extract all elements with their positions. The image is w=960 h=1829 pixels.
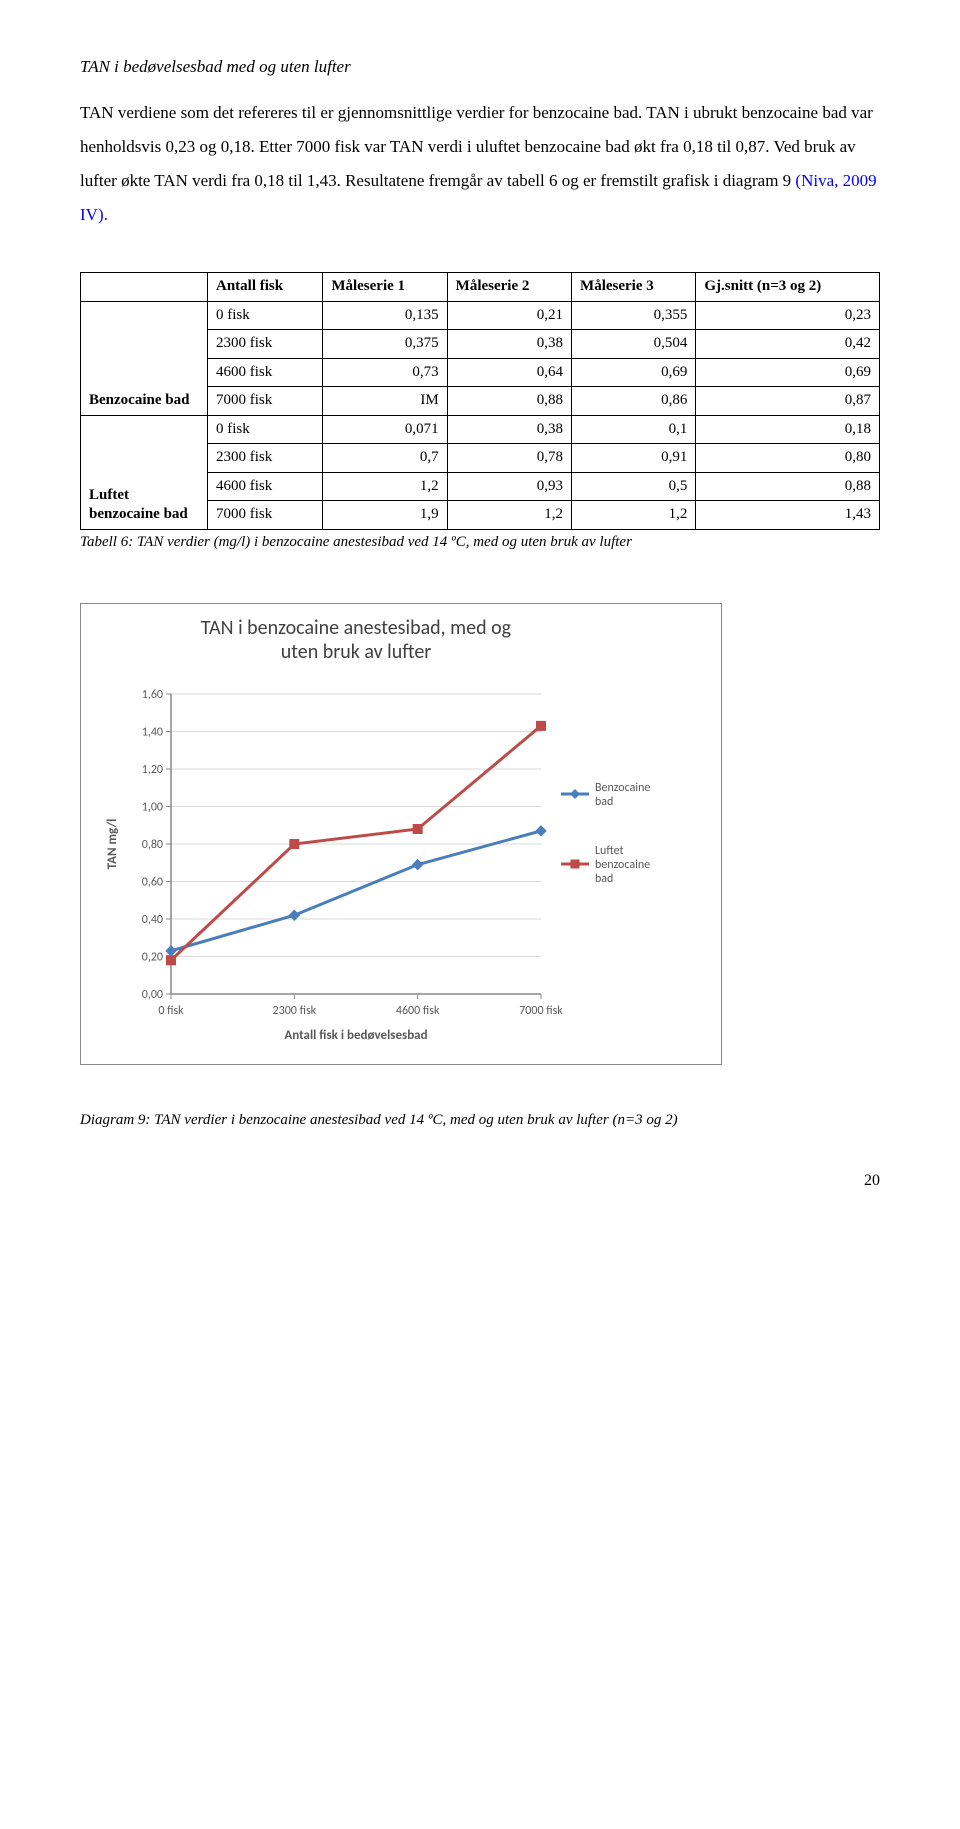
svg-text:bad: bad [595, 872, 613, 886]
table-cell: 1,2 [323, 472, 447, 501]
svg-text:bad: bad [595, 795, 613, 809]
svg-text:benzocaine: benzocaine [595, 858, 650, 872]
table-row: Luftet benzocaine bad0 fisk0,0710,380,10… [81, 415, 880, 444]
table-cell: 0 fisk [208, 301, 323, 330]
table-cell: 0,38 [447, 330, 571, 359]
table-cell: 0,071 [323, 415, 447, 444]
diagram-caption: Diagram 9: TAN verdier i benzocaine anes… [80, 1105, 880, 1135]
table-caption: Tabell 6: TAN verdier (mg/l) i benzocain… [80, 532, 880, 553]
table-cell: 0,7 [323, 444, 447, 473]
svg-text:2300 fisk: 2300 fisk [273, 1004, 317, 1018]
table-cell: 0,23 [696, 301, 880, 330]
table-cell: 2300 fisk [208, 444, 323, 473]
row-group-label: Luftet benzocaine bad [81, 415, 208, 529]
table-cell: 0,73 [323, 358, 447, 387]
table-cell: 2300 fisk [208, 330, 323, 359]
svg-text:Antall fisk i bedøvelsesbad: Antall fisk i bedøvelsesbad [284, 1028, 427, 1043]
svg-text:0,60: 0,60 [142, 875, 163, 889]
svg-text:4600 fisk: 4600 fisk [396, 1004, 440, 1018]
table-cell: 0,21 [447, 301, 571, 330]
table-cell: 4600 fisk [208, 472, 323, 501]
table-cell: 1,9 [323, 501, 447, 530]
svg-text:1,60: 1,60 [142, 688, 163, 702]
table-cell: 0 fisk [208, 415, 323, 444]
svg-text:uten bruk av lufter: uten bruk av lufter [281, 640, 432, 664]
section-heading: TAN i bedøvelsesbad med og uten lufter [80, 50, 880, 84]
table-cell: 1,2 [447, 501, 571, 530]
th-m2: Måleserie 2 [447, 273, 571, 302]
table-cell: 0,87 [696, 387, 880, 416]
table-cell: 0,355 [572, 301, 696, 330]
table-cell: IM [323, 387, 447, 416]
svg-text:0 fisk: 0 fisk [158, 1004, 184, 1018]
table-cell: 0,42 [696, 330, 880, 359]
svg-text:1,20: 1,20 [142, 763, 163, 777]
th-antall: Antall fisk [208, 273, 323, 302]
svg-text:TAN i benzocaine anestesibad,: TAN i benzocaine anestesibad, med og [201, 616, 512, 640]
table-cell: 1,43 [696, 501, 880, 530]
svg-text:7000 fisk: 7000 fisk [519, 1004, 563, 1018]
table-cell: 0,18 [696, 415, 880, 444]
svg-text:0,20: 0,20 [142, 950, 163, 964]
table-cell: 0,88 [696, 472, 880, 501]
table-cell: 0,1 [572, 415, 696, 444]
table-cell: 4600 fisk [208, 358, 323, 387]
table-cell: 0,93 [447, 472, 571, 501]
row-group-label: Benzocaine bad [81, 301, 208, 415]
table-cell: 0,69 [572, 358, 696, 387]
table-cell: 7000 fisk [208, 501, 323, 530]
table-cell: 0,78 [447, 444, 571, 473]
table-cell: 0,375 [323, 330, 447, 359]
table-row: Benzocaine bad0 fisk0,1350,210,3550,23 [81, 301, 880, 330]
chart-svg: TAN i benzocaine anestesibad, med oguten… [81, 604, 721, 1064]
svg-text:Benzocaine: Benzocaine [595, 781, 650, 795]
th-blank [81, 273, 208, 302]
table-cell: 0,88 [447, 387, 571, 416]
svg-text:1,40: 1,40 [142, 725, 163, 739]
svg-text:0,40: 0,40 [142, 913, 163, 927]
table-header-row: Antall fisk Måleserie 1 Måleserie 2 Måle… [81, 273, 880, 302]
table-cell: 0,38 [447, 415, 571, 444]
table-cell: 0,91 [572, 444, 696, 473]
table-cell: 0,69 [696, 358, 880, 387]
table-cell: 0,86 [572, 387, 696, 416]
table-cell: 1,2 [572, 501, 696, 530]
svg-text:Luftet: Luftet [595, 844, 624, 858]
table-cell: 0,64 [447, 358, 571, 387]
body-paragraph: TAN verdiene som det refereres til er gj… [80, 96, 880, 232]
data-table: Antall fisk Måleserie 1 Måleserie 2 Måle… [80, 272, 880, 530]
table-cell: 0,80 [696, 444, 880, 473]
svg-text:TAN mg/l: TAN mg/l [105, 818, 120, 869]
table-cell: 7000 fisk [208, 387, 323, 416]
table-cell: 0,5 [572, 472, 696, 501]
para-text: TAN verdiene som det refereres til er gj… [80, 103, 873, 190]
svg-text:1,00: 1,00 [142, 800, 163, 814]
svg-text:0,80: 0,80 [142, 838, 163, 852]
table-cell: 0,504 [572, 330, 696, 359]
table-cell: 0,135 [323, 301, 447, 330]
chart-container: TAN i benzocaine anestesibad, med oguten… [80, 603, 722, 1065]
th-m1: Måleserie 1 [323, 273, 447, 302]
th-m3: Måleserie 3 [572, 273, 696, 302]
page-number: 20 [80, 1165, 880, 1197]
th-avg: Gj.snitt (n=3 og 2) [696, 273, 880, 302]
svg-text:0,00: 0,00 [142, 988, 163, 1002]
